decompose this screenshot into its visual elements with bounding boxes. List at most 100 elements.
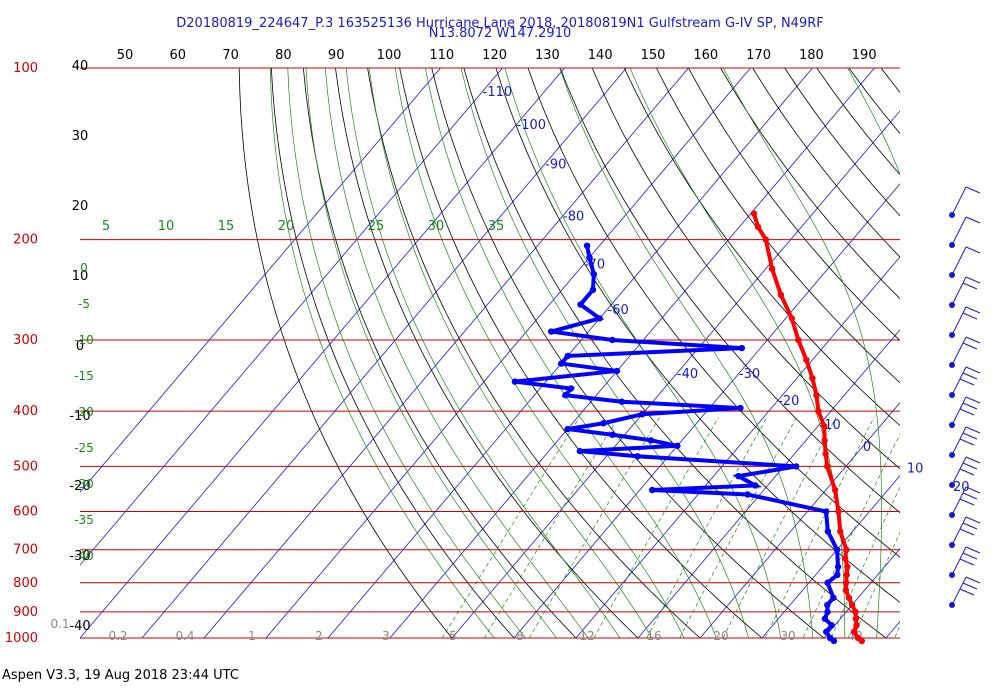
moist-adiabat-line: [345, 68, 621, 638]
wind-barb-staff: [951, 546, 967, 576]
left-temp-label: -10: [69, 409, 90, 424]
dry-adiabat-line: [688, 68, 900, 342]
wind-barb-feather: [962, 432, 978, 440]
wind-barb-feather: [962, 342, 978, 350]
moist-adiabat-line: [287, 68, 526, 638]
wind-barb-feather: [965, 216, 981, 224]
pressure-label: 900: [13, 605, 38, 620]
pressure-label: 500: [13, 459, 38, 474]
adiabat-label: 5: [102, 219, 110, 234]
wind-barb-feather: [965, 186, 981, 194]
left-green-label: -40: [74, 549, 94, 563]
isotherm-line: [637, 329, 900, 638]
wind-barb-feather: [959, 528, 975, 536]
dry-adiabat-line: [463, 68, 887, 638]
top-temp-label: 50: [117, 48, 134, 63]
mixing-ratio-line: [920, 417, 1000, 650]
isotherm-label: -20: [778, 394, 799, 409]
wind-barb-staff: [951, 246, 967, 276]
moist-adiabat-line: [847, 68, 900, 176]
pressure-label: 200: [13, 233, 38, 248]
adiabat-label: 25: [368, 219, 385, 234]
mixing-ratio-label: 0.1: [50, 617, 69, 631]
moist-adiabat-line: [559, 68, 814, 638]
wind-barb-feather: [965, 426, 981, 434]
left-green-label: -35: [74, 513, 94, 527]
dry-adiabat-line: [880, 68, 900, 93]
plot-area: [80, 68, 1000, 650]
moist-adiabat-line: [722, 68, 882, 638]
top-temp-label: 130: [535, 48, 560, 63]
wind-barb-feather: [965, 576, 981, 584]
dry-adiabat-line: [591, 68, 900, 470]
wind-barb-feather: [959, 408, 975, 416]
isotherm-line: [389, 68, 875, 638]
dry-adiabat-line: [656, 68, 900, 384]
mixing-ratio-line: [441, 417, 580, 638]
wind-barb-feather: [965, 486, 981, 494]
adiabat-label: 30: [428, 219, 445, 234]
moist-adiabat-line: [504, 68, 782, 638]
dry-adiabat-line: [848, 68, 900, 135]
wind-barb-feather: [959, 468, 975, 476]
left-green-label: -20: [74, 405, 94, 419]
moist-adiabat-line: [394, 68, 685, 638]
wind-barb-staff: [951, 456, 967, 486]
moist-adiabat-line: [460, 68, 749, 638]
isotherm-label: -30: [739, 367, 760, 382]
mixing-ratio-label: 1: [248, 629, 256, 643]
moist-adiabat-line: [305, 68, 558, 638]
mixing-ratio-line: [852, 531, 900, 638]
isotherm-line: [761, 475, 900, 638]
wind-barb-feather: [965, 456, 981, 464]
pressure-label: 100: [13, 61, 38, 76]
mixing-ratio-line: [894, 624, 900, 638]
wind-barb-feather: [962, 582, 978, 590]
left-temp-label: -40: [69, 619, 90, 634]
mixing-ratio-label: 20: [713, 629, 728, 643]
mixing-ratio-line: [722, 417, 837, 638]
wind-barb-feather: [965, 366, 981, 374]
adiabat-label: 10: [158, 219, 175, 234]
wind-barb-staff: [951, 336, 967, 366]
wind-barb-staff: [951, 366, 967, 396]
left-temp-label: 30: [72, 129, 89, 144]
left-green-label: -10: [74, 333, 94, 347]
left-green-label: 0: [80, 261, 88, 275]
wind-barb-feather: [962, 312, 978, 320]
moist-adiabat-line: [368, 68, 653, 638]
wind-barb-staff: [951, 576, 967, 606]
wind-barb-staff: [951, 216, 967, 246]
wind-barb-feather: [959, 558, 975, 566]
mixing-ratio-label: 0.2: [108, 629, 127, 643]
isotherm-label: -100: [517, 118, 547, 133]
pressure-label: 800: [13, 576, 38, 591]
top-temp-label: 90: [328, 48, 345, 63]
chart-title-line1: D20180819_224647_P.3 163525136 Hurricane…: [176, 16, 824, 31]
chart-title-line2: N13.8072 W147.2910: [428, 26, 572, 41]
isotherm-line: [203, 68, 689, 638]
mixing-ratio-label: 8: [516, 629, 524, 643]
top-temp-label: 190: [852, 48, 877, 63]
wind-barb-feather: [965, 306, 981, 314]
isotherm-line: [265, 68, 751, 638]
top-temp-label: 150: [641, 48, 666, 63]
isotherm-line: [80, 68, 441, 493]
wind-barb-feather: [962, 372, 978, 380]
wind-barb-staff: [951, 486, 967, 516]
wind-barb-feather: [959, 438, 975, 446]
pressure-label: 300: [13, 333, 38, 348]
wind-barb-feather: [962, 402, 978, 410]
left-temp-label: -30: [69, 549, 90, 564]
isotherm-line: [699, 402, 900, 638]
wind-barb-feather: [959, 588, 975, 596]
isotherm-line: [823, 547, 900, 638]
mixing-ratio-label: 0.4: [175, 629, 194, 643]
wind-barb-feather: [965, 246, 981, 254]
moist-adiabat-line: [324, 68, 589, 638]
mixing-ratio-line: [830, 486, 900, 638]
isotherm-line: [885, 620, 900, 638]
isotherm-label: 0: [863, 440, 871, 455]
dry-adiabat-line: [945, 68, 1000, 650]
left-temp-label: 10: [72, 269, 89, 284]
